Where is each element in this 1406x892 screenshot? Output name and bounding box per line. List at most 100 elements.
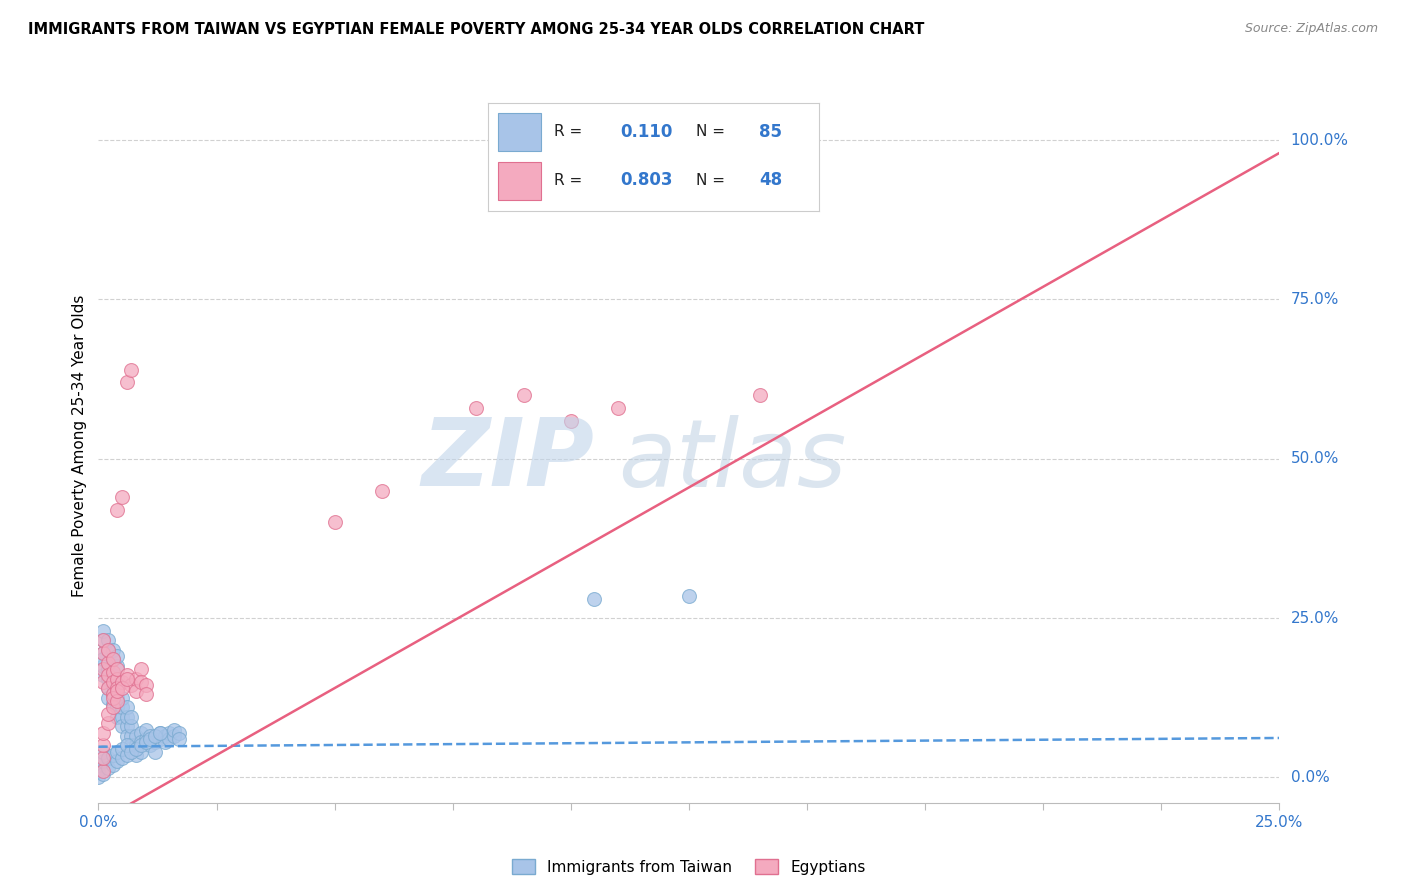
Point	[91, 751, 114, 765]
Y-axis label: Female Poverty Among 25-34 Year Olds: Female Poverty Among 25-34 Year Olds	[72, 295, 87, 597]
Point	[97, 656, 120, 670]
Point	[121, 362, 143, 376]
Point	[91, 633, 114, 648]
Point	[115, 672, 138, 686]
Text: 75.0%: 75.0%	[1291, 292, 1339, 307]
Point	[91, 767, 114, 781]
Point	[115, 700, 138, 714]
Point	[512, 388, 534, 402]
Point	[115, 729, 138, 743]
Point	[87, 757, 110, 772]
Point	[97, 690, 120, 705]
Point	[101, 678, 124, 692]
Point	[91, 755, 114, 769]
Point	[97, 706, 120, 721]
Point	[91, 633, 114, 648]
Text: Source: ZipAtlas.com: Source: ZipAtlas.com	[1244, 22, 1378, 36]
Point	[101, 652, 124, 666]
Point	[91, 668, 114, 682]
Text: 25.0%: 25.0%	[1291, 610, 1339, 625]
Point	[125, 739, 148, 753]
Point	[97, 761, 120, 775]
Point	[101, 690, 124, 705]
Point	[91, 624, 114, 638]
Point	[125, 672, 148, 686]
Point	[115, 710, 138, 724]
Point	[105, 684, 128, 698]
Point	[111, 674, 134, 689]
Text: IMMIGRANTS FROM TAIWAN VS EGYPTIAN FEMALE POVERTY AMONG 25-34 YEAR OLDS CORRELAT: IMMIGRANTS FROM TAIWAN VS EGYPTIAN FEMAL…	[28, 22, 925, 37]
Point	[91, 646, 114, 660]
Point	[323, 516, 346, 530]
Point	[139, 729, 162, 743]
Point	[125, 741, 148, 756]
Point	[607, 401, 630, 415]
Point	[135, 732, 157, 747]
Text: 50.0%: 50.0%	[1291, 451, 1339, 467]
Point	[105, 700, 128, 714]
Point	[121, 678, 143, 692]
Text: ZIP: ZIP	[422, 414, 595, 507]
Point	[560, 413, 582, 427]
Point	[91, 662, 114, 676]
Point	[129, 745, 152, 759]
Point	[101, 688, 124, 702]
Point	[167, 732, 190, 747]
Point	[163, 729, 186, 743]
Point	[101, 652, 124, 666]
Point	[111, 741, 134, 756]
Point	[105, 502, 128, 516]
Point	[111, 681, 134, 695]
Point	[139, 732, 162, 747]
Point	[121, 745, 143, 759]
Point	[91, 674, 114, 689]
Point	[115, 739, 138, 753]
Point	[87, 764, 110, 778]
Point	[121, 729, 143, 743]
Point	[153, 729, 176, 743]
Point	[105, 694, 128, 708]
Point	[111, 700, 134, 714]
Point	[105, 681, 128, 695]
Point	[105, 672, 128, 686]
Point	[465, 401, 488, 415]
Point	[97, 662, 120, 676]
Point	[91, 764, 114, 778]
Legend: Immigrants from Taiwan, Egyptians: Immigrants from Taiwan, Egyptians	[506, 853, 872, 880]
Point	[135, 723, 157, 737]
Point	[157, 725, 180, 739]
Point	[97, 681, 120, 695]
Point	[101, 747, 124, 762]
Point	[135, 678, 157, 692]
Point	[139, 739, 162, 753]
Point	[121, 719, 143, 733]
Point	[101, 674, 124, 689]
Point	[105, 658, 128, 673]
Point	[111, 490, 134, 504]
Point	[91, 725, 114, 739]
Point	[135, 688, 157, 702]
Point	[129, 662, 152, 676]
Point	[583, 591, 606, 606]
Point	[115, 719, 138, 733]
Point	[149, 725, 172, 739]
Text: 100.0%: 100.0%	[1291, 133, 1348, 148]
Point	[748, 145, 770, 160]
Point	[101, 668, 124, 682]
Point	[97, 716, 120, 731]
Point	[91, 646, 114, 660]
Point	[97, 672, 120, 686]
Point	[101, 757, 124, 772]
Point	[105, 745, 128, 759]
Point	[87, 770, 110, 784]
Point	[105, 690, 128, 705]
Point	[91, 739, 114, 753]
Point	[97, 681, 120, 695]
Point	[143, 745, 166, 759]
Point	[143, 735, 166, 749]
Point	[115, 747, 138, 762]
Point	[371, 483, 394, 498]
Point	[101, 688, 124, 702]
Point	[678, 589, 700, 603]
Point	[111, 719, 134, 733]
